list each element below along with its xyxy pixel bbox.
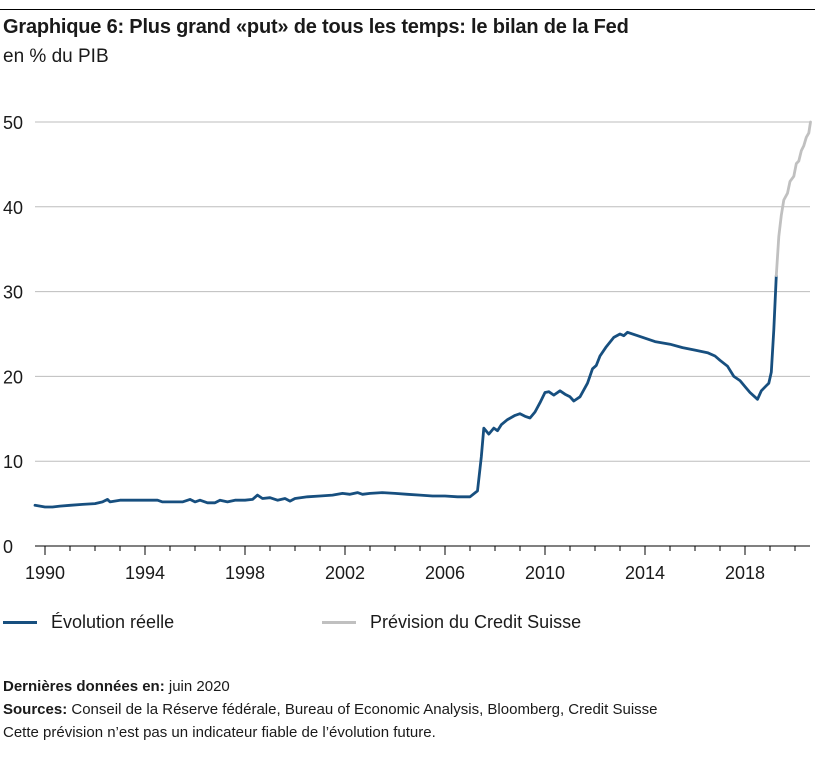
top-rule: [0, 9, 815, 10]
legend-forecast: Prévision du Credit Suisse: [322, 612, 581, 633]
legend-actual-swatch: [3, 621, 37, 624]
y-tick-label-0: 0: [3, 537, 13, 557]
y-tick-label-10: 10: [3, 452, 23, 472]
x-tick-label-1994: 1994: [125, 563, 165, 583]
footer-sources-label: Sources:: [3, 701, 68, 718]
footer-last-data-label: Dernières données en:: [3, 678, 165, 695]
footer-last-data: Dernières données en: juin 2020: [3, 678, 230, 695]
footer-last-data-value: juin 2020: [164, 678, 230, 695]
chart-title: Graphique 6: Plus grand «put» de tous le…: [3, 16, 629, 38]
x-tick-label-1990: 1990: [25, 563, 65, 583]
series-line-actual: [33, 274, 778, 509]
footer-sources-value: Conseil de la Réserve fédérale, Bureau o…: [67, 701, 658, 718]
series-line-forecast: [774, 120, 812, 277]
y-tick-label-40: 40: [3, 198, 23, 218]
chart-subtitle: en % du PIB: [3, 46, 109, 67]
grid-layer: [35, 121, 810, 462]
x-tick-label-1998: 1998: [225, 563, 265, 583]
chart-area: 0 10 20 30 40 50 1990 1994 1998 2002 2006 2010 2014 2…: [3, 113, 812, 583]
series-layer: [33, 120, 812, 509]
footer-disclaimer: Cette prévision n’est pas un indicateur …: [3, 724, 436, 741]
x-tick-label-2002: 2002: [325, 563, 365, 583]
legend-actual: Évolution réelle: [3, 612, 174, 633]
x-tick-label-2006: 2006: [425, 563, 465, 583]
x-tick-label-2018: 2018: [725, 563, 765, 583]
footer-sources: Sources: Conseil de la Réserve fédérale,…: [3, 701, 658, 718]
legend-forecast-swatch: [322, 621, 356, 624]
y-tick-label-20: 20: [3, 367, 23, 387]
x-tick-label-2014: 2014: [625, 563, 665, 583]
x-tick-label-2010: 2010: [525, 563, 565, 583]
y-tick-label-50: 50: [3, 113, 23, 133]
y-tick-label-30: 30: [3, 283, 23, 303]
legend-actual-label: Évolution réelle: [51, 612, 175, 632]
axis-layer: 0 10 20 30 40 50 1990 1994 1998 2002 2006 2010 2014 2…: [3, 113, 810, 583]
legend-forecast-label: Prévision du Credit Suisse: [370, 612, 582, 632]
